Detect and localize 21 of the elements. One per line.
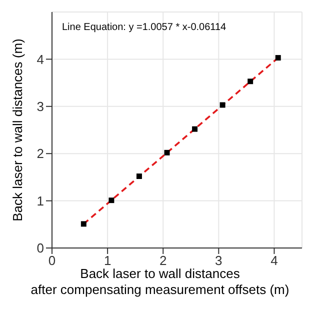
- y-tick-label: 1: [36, 193, 44, 208]
- point: [220, 102, 226, 108]
- y-tick-label: 2: [36, 146, 44, 162]
- point: [164, 150, 170, 156]
- point: [136, 174, 142, 179]
- x-tick-label: 4: [270, 253, 278, 268]
- point: [108, 198, 114, 204]
- x-tick-label: 0: [48, 253, 56, 268]
- point: [80, 221, 86, 227]
- y-tick-label: 0: [36, 240, 44, 256]
- point: [192, 126, 198, 132]
- x-tick-label: 1: [104, 253, 112, 268]
- point: [275, 55, 281, 61]
- y-tick-label: 3: [36, 99, 44, 114]
- x-tick-label: 2: [159, 253, 167, 268]
- y-axis-title: Back laser to wall distances (m): [10, 38, 25, 222]
- point: [248, 78, 254, 84]
- x-axis-title: Back laser to wall distances after compensating measurement offsets (m): [30, 266, 290, 297]
- y-tick-label: 4: [36, 52, 44, 67]
- annotation: Line Equation: y =1.0057 * x-0.06114: [62, 22, 226, 33]
- x-tick-label: 3: [215, 253, 222, 268]
